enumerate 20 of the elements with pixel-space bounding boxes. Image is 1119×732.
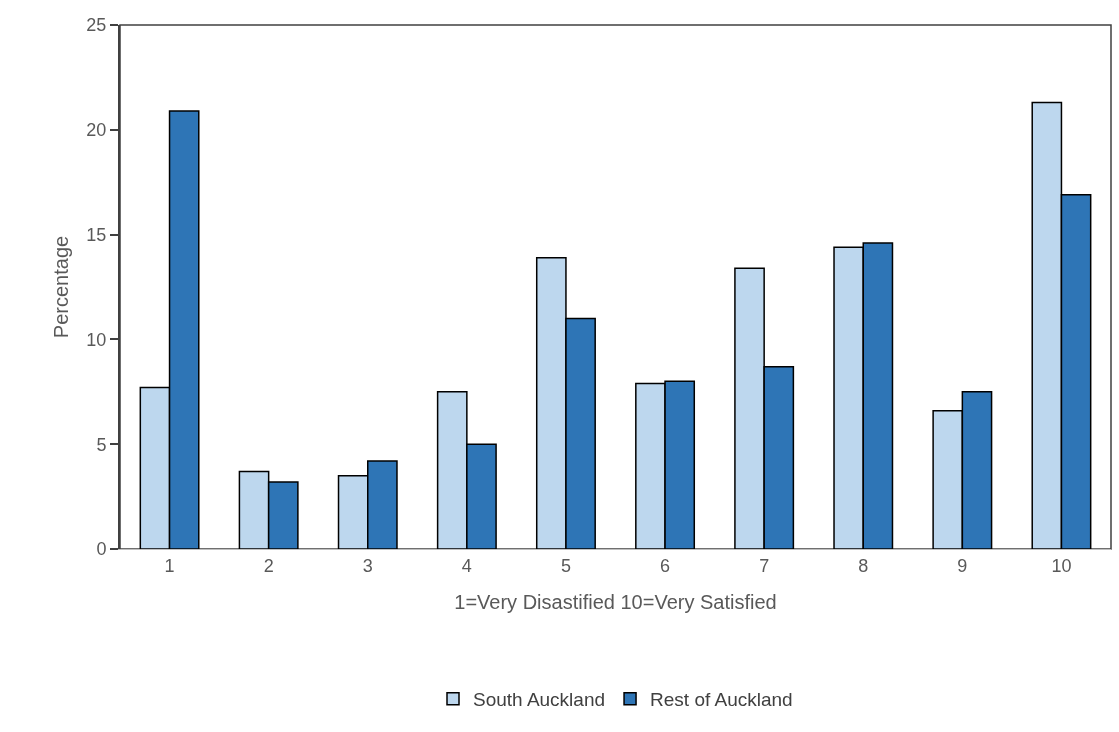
legend-label: Rest of Auckland <box>650 689 793 711</box>
legend-label: South Auckland <box>473 689 606 711</box>
y-tick-label: 0 <box>96 539 107 560</box>
y-axis-title: Percentage <box>50 235 73 339</box>
x-tick-label: 6 <box>660 555 671 576</box>
x-tick-label: 3 <box>362 555 373 576</box>
y-tick-label: 5 <box>96 434 107 455</box>
x-tick-label: 10 <box>1051 555 1072 576</box>
x-tick-label: 8 <box>858 555 869 576</box>
y-tick-label: 10 <box>86 329 107 350</box>
y-tick-label: 20 <box>86 120 107 141</box>
x-tick-label: 5 <box>560 555 571 576</box>
x-tick-label: 4 <box>461 555 472 576</box>
x-tick-label: 1 <box>164 555 175 576</box>
x-tick-label: 7 <box>759 555 770 576</box>
x-tick-label: 2 <box>263 555 274 576</box>
x-tick-label: 9 <box>957 555 968 576</box>
y-tick-label: 25 <box>86 15 107 36</box>
y-tick-label: 15 <box>86 224 107 245</box>
x-axis-title: 1=Very Disastified 10=Very Satisfied <box>454 591 777 614</box>
